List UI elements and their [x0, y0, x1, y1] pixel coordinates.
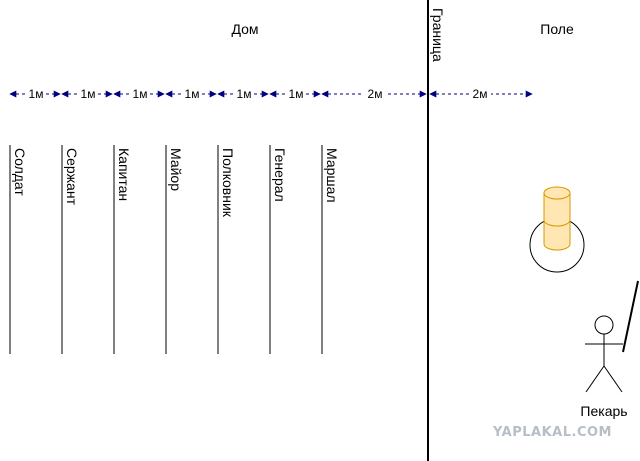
distance-label-1m: 1м [237, 87, 252, 101]
stick-figure-icon [585, 315, 623, 393]
distance-label-1m: 1м [81, 87, 96, 101]
distance-label-2m: 2м [368, 87, 383, 101]
rank-label-colonel: Полковник [220, 148, 236, 218]
rank-label-marshal: Маршал [324, 148, 340, 203]
rank-labels: Солдат Сержант Капитан Майор Полковник Г… [12, 148, 340, 218]
distance-label-1m: 1м [289, 87, 304, 101]
baker-label: Пекарь [580, 403, 627, 419]
rank-label-sergeant: Сержант [64, 148, 80, 206]
rank-label-major: Майор [168, 148, 184, 191]
distance-label-1m: 1м [29, 87, 44, 101]
rank-label-soldier: Солдат [12, 148, 28, 196]
baker-stick [622, 280, 639, 353]
region-title-field: Поле [540, 21, 574, 37]
border-label: Граница [430, 8, 446, 62]
rank-lines [9, 145, 323, 354]
distance-labels: 1м 1м 1м 1м 1м 1м 2м 2м [26, 86, 491, 101]
distance-label-1m: 1м [133, 87, 148, 101]
rank-label-captain: Капитан [116, 148, 132, 201]
region-title-house: Дом [231, 21, 258, 37]
cylinder-on-circle [529, 186, 585, 273]
cylinder-band [543, 219, 571, 227]
watermark-text: YAPLAKAL.COM [492, 425, 612, 440]
distance-label-2m: 2м [473, 87, 488, 101]
distance-label-1m: 1м [185, 87, 200, 101]
cylinder-icon [543, 193, 571, 251]
rank-label-general: Генерал [272, 148, 288, 202]
cylinder-top [543, 186, 571, 200]
